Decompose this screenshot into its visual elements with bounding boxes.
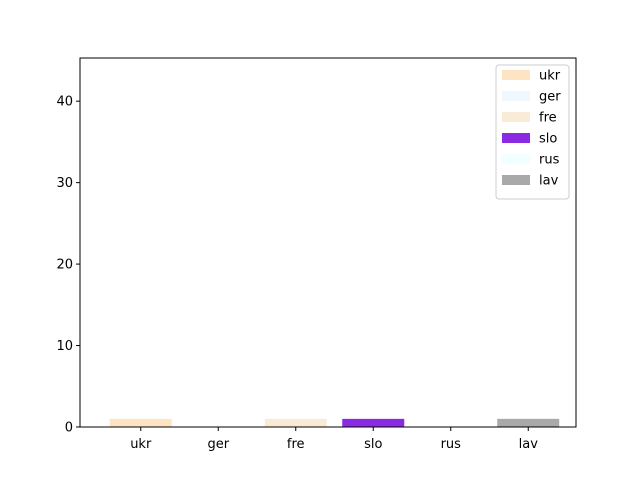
bar-fre [264, 418, 327, 427]
legend-label-slo: slo [539, 132, 557, 147]
bar-ukr [109, 418, 172, 427]
legend-swatch-rus [502, 154, 530, 164]
x-tick-label: ger [207, 437, 229, 452]
x-tick-label: slo [364, 437, 382, 452]
legend-swatch-ger [502, 91, 530, 101]
x-tick-label: rus [441, 437, 462, 452]
y-tick-label: 0 [65, 421, 73, 436]
legend: ukr ger fre slo rus lav [495, 64, 570, 200]
y-tick-label: 30 [56, 176, 73, 191]
x-axis: ukr ger fre slo rus lav [130, 427, 538, 452]
x-tick-label: fre [287, 437, 305, 452]
bar-slo [342, 418, 405, 427]
legend-label-rus: rus [539, 153, 560, 168]
y-tick-label: 20 [56, 258, 73, 273]
bar-lav [497, 418, 560, 427]
x-tick-label: lav [519, 437, 539, 452]
legend-swatch-lav [502, 175, 530, 185]
legend-label-lav: lav [539, 174, 559, 189]
legend-label-fre: fre [539, 111, 557, 126]
axes-frame [79, 57, 577, 428]
y-axis: 0 10 20 30 40 [56, 95, 80, 436]
legend-swatch-fre [502, 112, 530, 122]
bars-group [109, 418, 560, 427]
legend-swatch-ukr [502, 70, 530, 80]
legend-swatch-slo [502, 133, 530, 143]
legend-label-ukr: ukr [539, 69, 561, 84]
y-tick-label: 40 [56, 95, 73, 110]
y-tick-label: 10 [56, 339, 73, 354]
legend-label-ger: ger [539, 90, 561, 105]
x-tick-label: ukr [130, 437, 152, 452]
